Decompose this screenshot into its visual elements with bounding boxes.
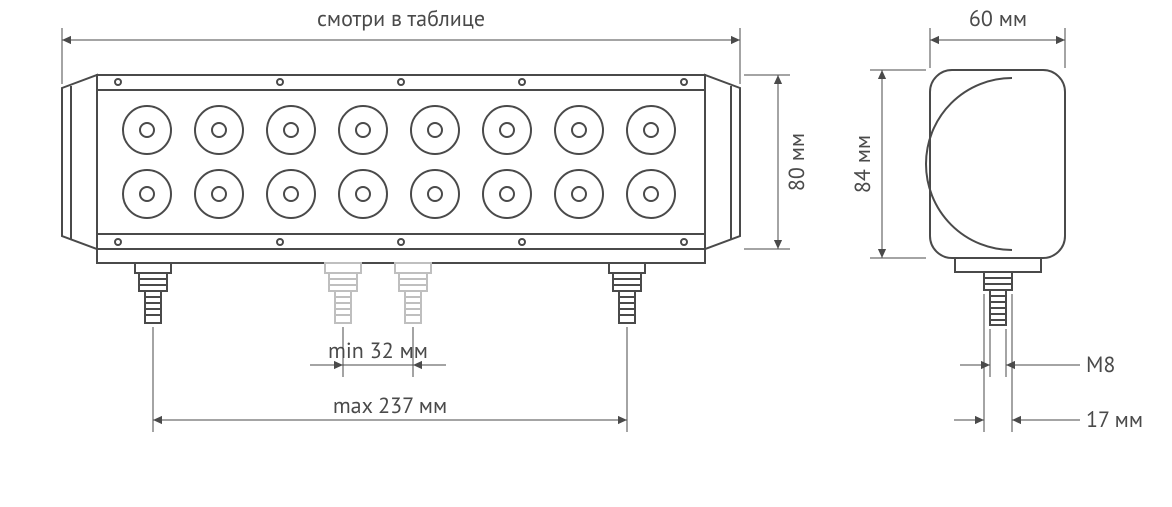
led-array xyxy=(123,106,675,218)
dimension-diagram: смотри в таблице 80 мм min 32 мм max 237… xyxy=(0,0,1172,507)
outer-bolts xyxy=(135,263,645,323)
dim-max-label: max 237 мм xyxy=(333,392,447,420)
dim-depth-60 xyxy=(930,28,1065,68)
front-view: смотри в таблице 80 мм min 32 мм max 237… xyxy=(62,5,811,432)
dim-height-84-label: 84 мм xyxy=(849,135,877,193)
dim-depth-label: 60 мм xyxy=(969,5,1027,33)
dim-m8 xyxy=(960,329,1080,377)
dim-width-label: смотри в таблице xyxy=(317,5,485,33)
dim-height-84 xyxy=(870,70,926,258)
dim-min-label: min 32 мм xyxy=(328,337,428,365)
dim-17mm-label: 17 мм xyxy=(1086,406,1143,434)
inner-bolts-faint xyxy=(325,263,431,323)
side-bolt xyxy=(984,272,1012,325)
dim-height-80-label: 80 мм xyxy=(783,133,811,191)
side-view: 60 мм 84 мм M8 17 мм xyxy=(849,5,1143,434)
dim-17mm xyxy=(954,294,1080,432)
dim-m8-label: M8 xyxy=(1086,351,1115,379)
